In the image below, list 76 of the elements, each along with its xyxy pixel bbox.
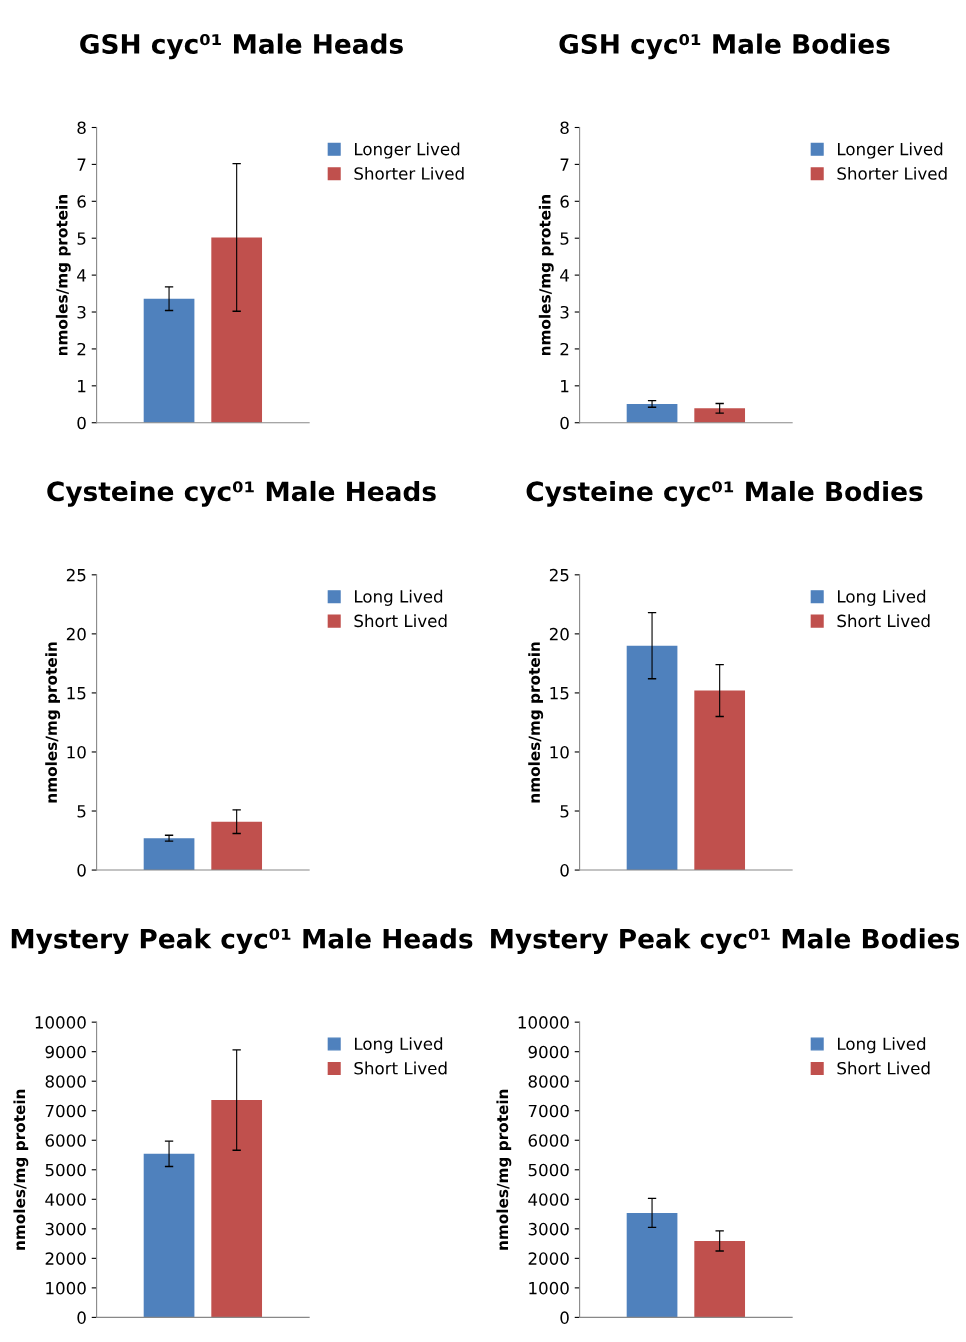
y-tick-label: 7 (560, 158, 569, 171)
y-tick-label: 15 (67, 687, 86, 700)
y-tick-label: 0 (77, 864, 86, 877)
y-tick-label: 3 (560, 305, 569, 319)
y-tick-label: 10000 (35, 1016, 86, 1029)
y-tick-label: 20 (66, 627, 86, 641)
y-axis-title: nmoles/mg protein (45, 642, 61, 803)
y-tick-label: 2000 (45, 1252, 86, 1265)
y-tick-label: 10 (67, 745, 86, 759)
y-tick-label: 3000 (528, 1222, 569, 1236)
y-tick-label: 2000 (528, 1252, 569, 1265)
y-tick-label: 20 (549, 627, 569, 641)
chart-title: Mystery Peak cyc⁰¹ Male Bodies (491, 928, 960, 954)
y-tick-label: 8000 (45, 1075, 86, 1088)
y-tick-label: 5 (560, 805, 569, 818)
legend-label: Long Lived (355, 589, 443, 606)
y-tick-label: 6000 (528, 1134, 569, 1147)
y-tick-label: 6000 (45, 1134, 86, 1147)
y-tick-label: 7000 (45, 1104, 86, 1118)
y-tick-label: 5000 (528, 1163, 569, 1177)
legend-label: Short Lived (354, 614, 447, 628)
y-tick-label: 10 (550, 745, 569, 759)
y-tick-label: 6 (560, 195, 569, 208)
legend-label: Short Lived (837, 614, 930, 628)
legend-label: Long Lived (355, 1037, 443, 1054)
y-tick-label: 5000 (45, 1163, 86, 1177)
y-tick-label: 4000 (528, 1193, 569, 1206)
y-tick-label: 8000 (528, 1075, 569, 1088)
y-tick-label: 0 (560, 416, 569, 430)
y-axis-title: nmoles/mg protein (538, 195, 554, 356)
legend-label: Longer Lived (355, 142, 460, 159)
y-tick-label: 2 (77, 342, 86, 356)
legend-label: Long Lived (838, 589, 926, 606)
y-tick-label: 9000 (45, 1045, 86, 1059)
y-tick-label: 7 (77, 158, 86, 171)
legend-label: Long Lived (838, 1037, 926, 1054)
legend-label: Short Lived (354, 1061, 447, 1075)
y-tick-label: 4000 (45, 1193, 86, 1206)
y-tick-label: 3 (77, 305, 86, 319)
legend-label: Shorter Lived (837, 166, 947, 180)
legend-label: Longer Lived (838, 142, 943, 159)
chart-title: Cysteine cyc⁰¹ Male Bodies (526, 480, 923, 507)
y-axis-title: nmoles/mg protein (13, 1089, 29, 1250)
y-tick-label: 7000 (528, 1104, 569, 1118)
legend-label: Short Lived (837, 1061, 930, 1075)
y-tick-label: 5 (560, 232, 569, 245)
chart-title: GSH cyc⁰¹ Male Bodies (559, 33, 890, 60)
y-tick-label: 1000 (529, 1281, 569, 1295)
y-tick-label: 25 (549, 568, 569, 582)
y-tick-label: 4 (560, 269, 569, 282)
y-tick-label: 5 (77, 805, 86, 818)
chart-title: Mystery Peak cyc⁰¹ Male Heads (11, 928, 473, 954)
y-tick-label: 8 (560, 121, 569, 135)
y-axis-title: nmoles/mg protein (528, 642, 544, 803)
y-tick-label: 15 (550, 687, 569, 700)
y-tick-label: 8 (77, 121, 86, 135)
y-tick-label: 0 (77, 416, 86, 430)
y-tick-label: 3000 (45, 1222, 86, 1236)
y-tick-label: 0 (560, 864, 569, 877)
y-tick-label: 10000 (518, 1016, 569, 1029)
chart-title: GSH cyc⁰¹ Male Heads (80, 33, 403, 60)
y-tick-label: 1 (78, 380, 86, 393)
y-tick-label: 5 (77, 232, 86, 245)
y-tick-label: 1000 (46, 1281, 86, 1295)
y-tick-label: 2 (560, 342, 569, 356)
y-tick-label: 0 (77, 1311, 86, 1324)
y-axis-title: nmoles/mg protein (496, 1089, 512, 1250)
y-tick-label: 0 (560, 1311, 569, 1324)
y-tick-label: 6 (77, 195, 86, 208)
y-tick-label: 9000 (528, 1045, 569, 1059)
y-axis-title: nmoles/mg protein (55, 195, 71, 356)
y-tick-label: 4 (77, 269, 86, 282)
y-tick-label: 1 (561, 380, 569, 393)
y-tick-label: 25 (66, 568, 86, 582)
chart-title: Cysteine cyc⁰¹ Male Heads (47, 480, 436, 507)
legend-label: Shorter Lived (354, 166, 464, 180)
